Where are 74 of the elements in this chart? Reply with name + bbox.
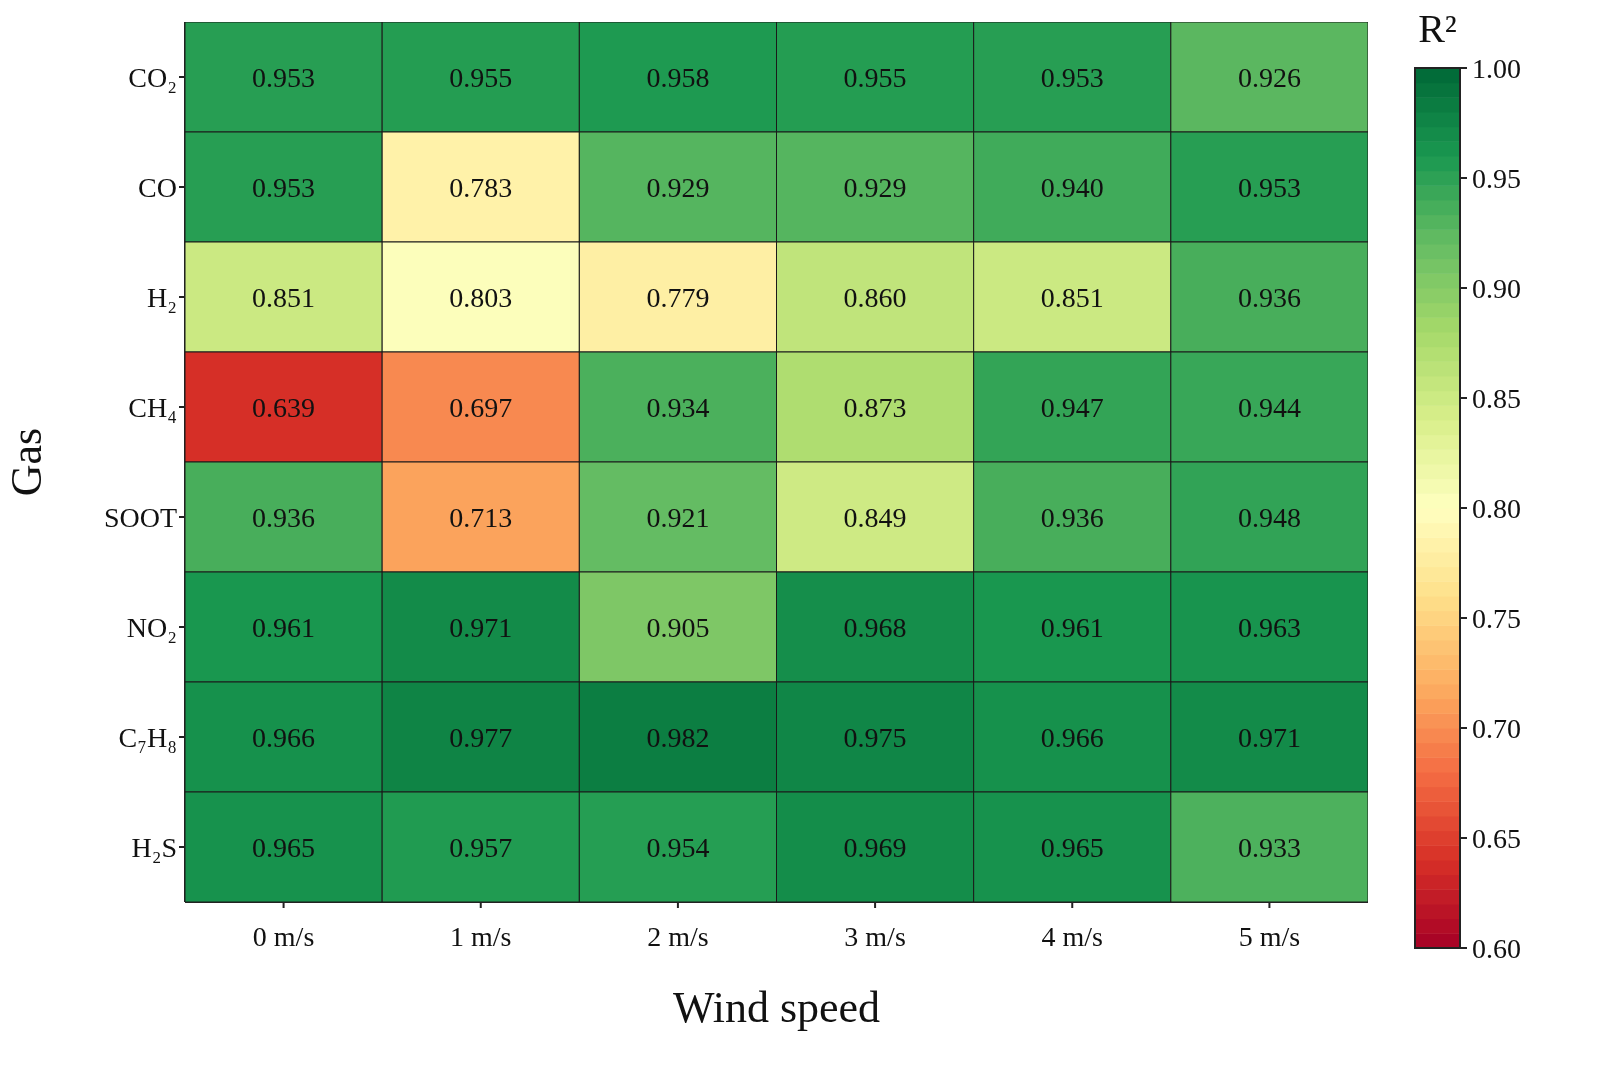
data-label: 0.860: [843, 281, 907, 313]
data-label: 0.947: [1040, 391, 1104, 423]
color-bar-label: 0.60: [1472, 932, 1521, 964]
data-label: 0.971: [1237, 721, 1301, 753]
data-label: 0.849: [843, 501, 907, 533]
data-label: 0.873: [843, 391, 907, 423]
data-label: 0.779: [646, 281, 710, 313]
data-label: 0.936: [1040, 501, 1104, 533]
data-label: 0.936: [1237, 281, 1301, 313]
data-label: 0.955: [843, 61, 907, 93]
x-tick-label: 1 m/s: [450, 920, 512, 952]
data-label: 0.948: [1237, 501, 1301, 533]
data-label: 0.968: [843, 611, 907, 643]
data-label: 0.929: [646, 171, 710, 203]
color-bar-label: 0.75: [1472, 602, 1521, 634]
data-label: 0.936: [252, 501, 316, 533]
data-label: 0.953: [252, 171, 316, 203]
data-label: 0.953: [1237, 171, 1301, 203]
data-label: 0.955: [449, 61, 513, 93]
data-label: 0.926: [1237, 61, 1301, 93]
data-label: 0.958: [646, 61, 710, 93]
data-label: 0.921: [646, 501, 710, 533]
data-label: 0.803: [449, 281, 513, 313]
x-tick-label: 0 m/s: [252, 920, 315, 952]
data-label: 0.783: [449, 171, 513, 203]
data-label: 0.933: [1237, 831, 1301, 863]
y-tick-label: SOOT: [103, 501, 177, 533]
y-tick-label: CO: [138, 171, 177, 203]
color-bar-label: 0.80: [1472, 492, 1521, 524]
data-label: 0.969: [843, 831, 907, 863]
data-label: 0.975: [843, 721, 907, 753]
color-bar-label: 1.00: [1472, 52, 1521, 84]
color-bar-title: R²: [1418, 6, 1457, 51]
x-tick-label: 2 m/s: [647, 920, 709, 952]
data-label: 0.965: [1040, 831, 1104, 863]
color-bar-label: 0.95: [1472, 162, 1521, 194]
y-axis-title: Gas: [1, 427, 51, 497]
data-label: 0.934: [646, 391, 710, 423]
y-tick-label: H₂: [147, 281, 177, 313]
data-label: 0.982: [646, 721, 710, 753]
color-bar-label: 0.70: [1472, 712, 1521, 744]
data-label: 0.971: [449, 611, 513, 643]
data-label: 0.957: [449, 831, 513, 863]
x-tick-label: 5 m/s: [1238, 920, 1301, 952]
data-label: 0.963: [1237, 611, 1301, 643]
data-label: 0.965: [252, 831, 316, 863]
data-label: 0.966: [1040, 721, 1104, 753]
data-label: 0.940: [1040, 171, 1104, 203]
y-tick-label: CO₂: [128, 61, 177, 93]
data-label: 0.697: [449, 391, 513, 423]
y-tick-label: NO₂: [126, 611, 177, 643]
x-tick-label: 3 m/s: [844, 920, 906, 952]
color-bar-label: 0.90: [1472, 272, 1521, 304]
data-label: 0.851: [252, 281, 316, 313]
x-tick-label: 4 m/s: [1041, 920, 1103, 952]
data-label: 0.961: [1040, 611, 1104, 643]
data-label: 0.961: [252, 611, 316, 643]
data-label: 0.953: [252, 61, 316, 93]
x-axis-title: Wind speed: [672, 983, 881, 1032]
data-label: 0.954: [646, 831, 710, 863]
data-label: 0.944: [1237, 391, 1301, 423]
data-label: 0.851: [1040, 281, 1104, 313]
data-label: 0.905: [646, 611, 710, 643]
y-tick-label: H₂S: [131, 831, 177, 863]
data-label: 0.966: [252, 721, 316, 753]
data-label: 0.639: [252, 391, 316, 423]
color-bar-label: 0.65: [1472, 822, 1521, 854]
data-label: 0.929: [843, 171, 907, 203]
color-bar-label: 0.85: [1472, 382, 1521, 414]
data-label: 0.977: [449, 721, 513, 753]
data-label: 0.953: [1040, 61, 1104, 93]
y-tick-label: C₇H₈: [118, 721, 177, 753]
data-label: 0.713: [449, 501, 513, 533]
y-tick-label: CH₄: [128, 391, 177, 423]
